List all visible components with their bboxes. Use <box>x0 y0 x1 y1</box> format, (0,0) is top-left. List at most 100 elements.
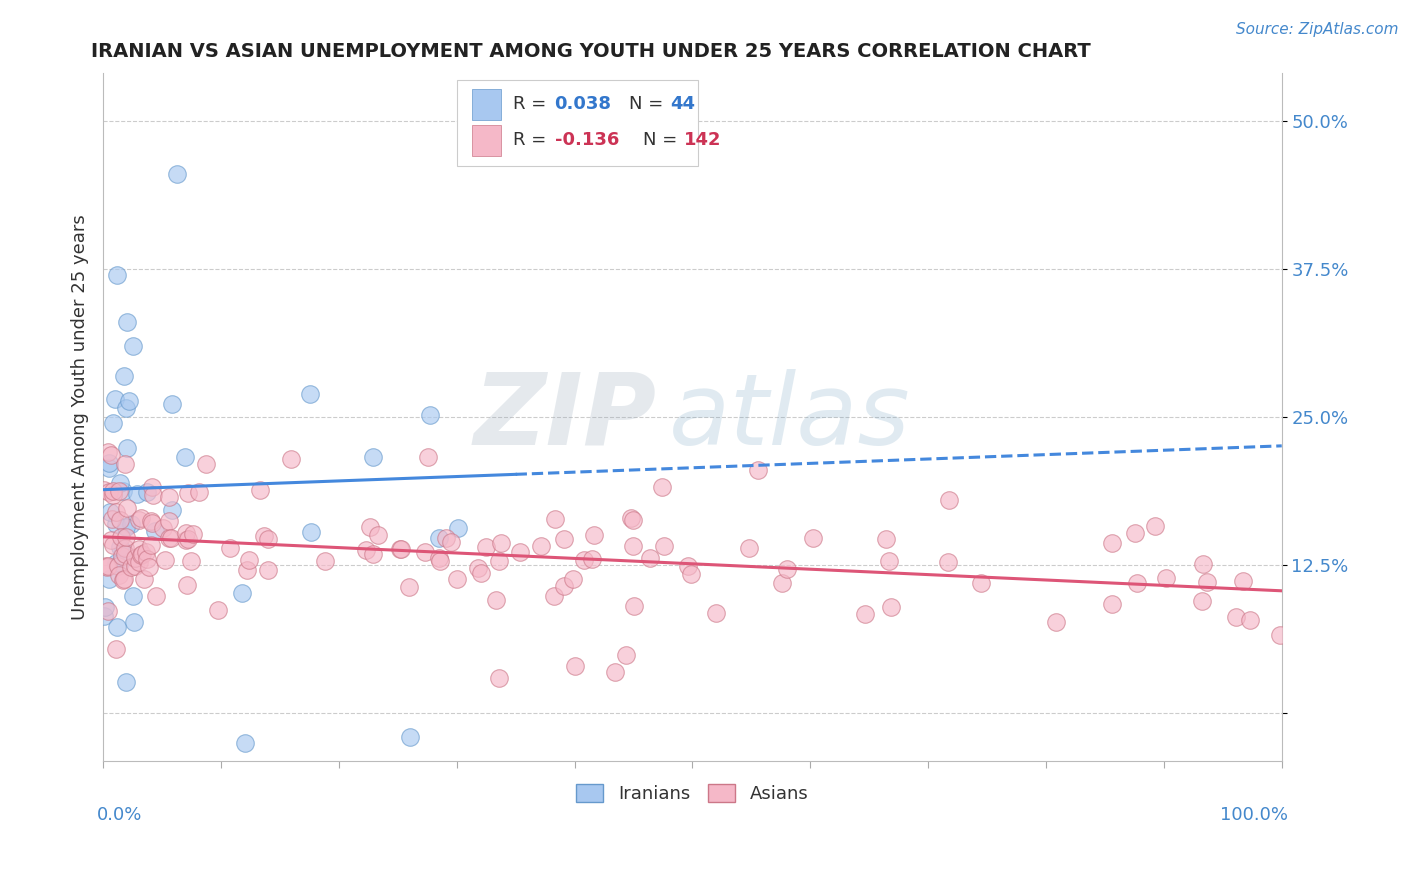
Text: N =: N = <box>643 131 678 149</box>
Point <box>108 567 131 582</box>
Point <box>112 572 135 586</box>
Point <box>124 551 146 566</box>
Point <box>108 513 131 527</box>
Point <box>142 488 165 502</box>
Point <box>388 541 411 556</box>
Point <box>104 517 127 532</box>
Point <box>1045 615 1067 629</box>
Point <box>101 488 124 502</box>
Text: ZIP: ZIP <box>474 368 657 466</box>
Point <box>679 567 702 582</box>
Point <box>1195 575 1218 590</box>
Text: 142: 142 <box>685 131 721 149</box>
Point <box>162 502 184 516</box>
Bar <box>472 89 502 120</box>
Point <box>114 541 136 555</box>
Point <box>120 517 142 532</box>
Point <box>676 559 699 574</box>
Point <box>114 529 136 543</box>
Point <box>257 533 280 547</box>
Point <box>1126 575 1149 590</box>
Point <box>488 554 510 568</box>
Point <box>581 552 603 566</box>
Point <box>111 483 134 498</box>
Point <box>141 480 163 494</box>
Point <box>104 505 127 519</box>
Point <box>429 554 451 568</box>
Point <box>1225 610 1247 624</box>
Point <box>157 491 180 505</box>
Point <box>446 572 468 586</box>
Point <box>101 538 124 552</box>
Text: 0.038: 0.038 <box>554 95 612 113</box>
Point <box>543 589 565 603</box>
Point <box>474 541 496 555</box>
Point <box>738 541 761 555</box>
Point <box>603 665 626 679</box>
Point <box>361 450 384 464</box>
Point <box>125 487 148 501</box>
Point <box>105 620 128 634</box>
Text: N =: N = <box>628 95 664 113</box>
Point <box>108 483 131 498</box>
Point <box>582 528 605 542</box>
Point <box>195 457 218 471</box>
Point <box>651 480 673 494</box>
Text: IRANIAN VS ASIAN UNEMPLOYMENT AMONG YOUTH UNDER 25 YEARS CORRELATION CHART: IRANIAN VS ASIAN UNEMPLOYMENT AMONG YOUT… <box>91 42 1091 61</box>
Point <box>115 401 138 415</box>
Point <box>354 542 377 557</box>
Point <box>111 544 134 558</box>
Point <box>166 167 188 181</box>
Point <box>97 559 120 574</box>
Point <box>110 530 132 544</box>
Point <box>124 558 146 573</box>
Point <box>489 536 512 550</box>
Point <box>132 572 155 586</box>
Point <box>152 521 174 535</box>
Point <box>770 575 793 590</box>
Point <box>110 549 132 563</box>
Point <box>141 514 163 528</box>
Point <box>314 554 336 568</box>
Point <box>1154 571 1177 585</box>
Point <box>129 511 152 525</box>
Point <box>299 524 322 539</box>
Point <box>93 483 115 498</box>
Point <box>94 558 117 573</box>
Point <box>181 526 204 541</box>
Point <box>1101 597 1123 611</box>
Point <box>1268 627 1291 641</box>
Point <box>128 542 150 557</box>
Point <box>1239 613 1261 627</box>
Point <box>252 528 274 542</box>
Point <box>136 552 159 566</box>
Point <box>141 516 163 530</box>
Point <box>207 603 229 617</box>
Point <box>470 566 492 581</box>
Point <box>108 540 131 554</box>
Point <box>219 541 242 556</box>
Text: 100.0%: 100.0% <box>1219 805 1288 823</box>
Point <box>128 555 150 569</box>
Point <box>107 558 129 573</box>
Point <box>429 531 451 545</box>
Point <box>97 444 120 458</box>
Point <box>135 544 157 558</box>
Point <box>1232 574 1254 588</box>
Point <box>938 555 960 569</box>
Text: 44: 44 <box>671 95 695 113</box>
Point <box>112 368 135 383</box>
Point <box>257 563 280 577</box>
Point <box>488 671 510 685</box>
Point <box>440 534 463 549</box>
Point <box>173 450 195 464</box>
Point <box>359 519 381 533</box>
Point <box>970 576 993 591</box>
Point <box>114 520 136 534</box>
Point <box>509 545 531 559</box>
Point <box>176 525 198 540</box>
Point <box>434 531 457 545</box>
Point <box>564 659 586 673</box>
Point <box>1101 536 1123 550</box>
Point <box>188 484 211 499</box>
